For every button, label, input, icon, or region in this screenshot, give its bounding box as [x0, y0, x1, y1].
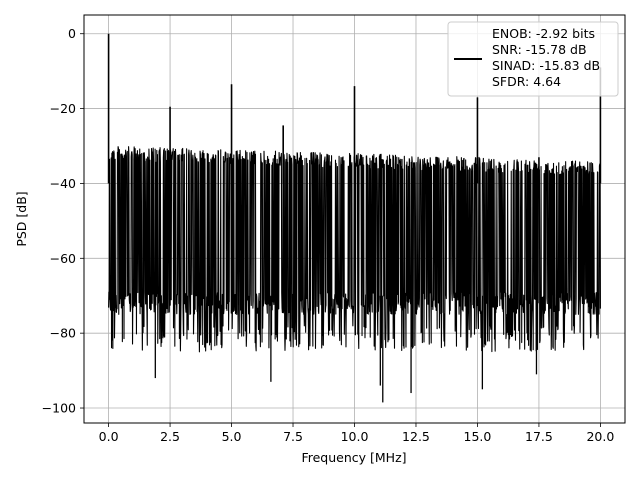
psd-trace	[107, 33, 602, 403]
y-tick-label: 0	[68, 26, 76, 41]
legend-entry-enob: ENOB: -2.92 bits	[492, 26, 595, 41]
x-tick-label: 20.0	[586, 429, 614, 444]
x-tick-label: 10.0	[341, 429, 369, 444]
y-tick-label: −100	[42, 401, 76, 416]
legend-entry-sinad: SINAD: -15.83 dB	[492, 58, 600, 73]
x-tick-label: 0.0	[99, 429, 119, 444]
x-tick-label: 12.5	[402, 429, 430, 444]
y-axis-label: PSD [dB]	[14, 191, 29, 246]
legend: ENOB: -2.92 bits SNR: -15.78 dB SINAD: -…	[447, 21, 619, 97]
y-axis: 0 −20 −40 −60 −80 −100	[42, 26, 84, 416]
legend-entry-sfdr: SFDR: 4.64	[492, 74, 561, 89]
x-tick-label: 15.0	[464, 429, 492, 444]
x-tick-label: 7.5	[283, 429, 303, 444]
x-axis-label: Frequency [MHz]	[301, 450, 406, 465]
x-tick-label: 17.5	[525, 429, 553, 444]
y-tick-label: −20	[50, 101, 76, 116]
y-tick-label: −40	[50, 176, 76, 191]
y-tick-label: −60	[50, 251, 76, 266]
x-tick-label: 5.0	[222, 429, 242, 444]
legend-box	[447, 21, 619, 97]
x-tick-label: 2.5	[160, 429, 180, 444]
legend-entry-snr: SNR: -15.78 dB	[492, 42, 587, 57]
y-tick-label: −80	[50, 326, 76, 341]
x-axis: 0.0 2.5 5.0 7.5 10.0 12.5 15.0 17.5 20.0	[99, 423, 614, 444]
